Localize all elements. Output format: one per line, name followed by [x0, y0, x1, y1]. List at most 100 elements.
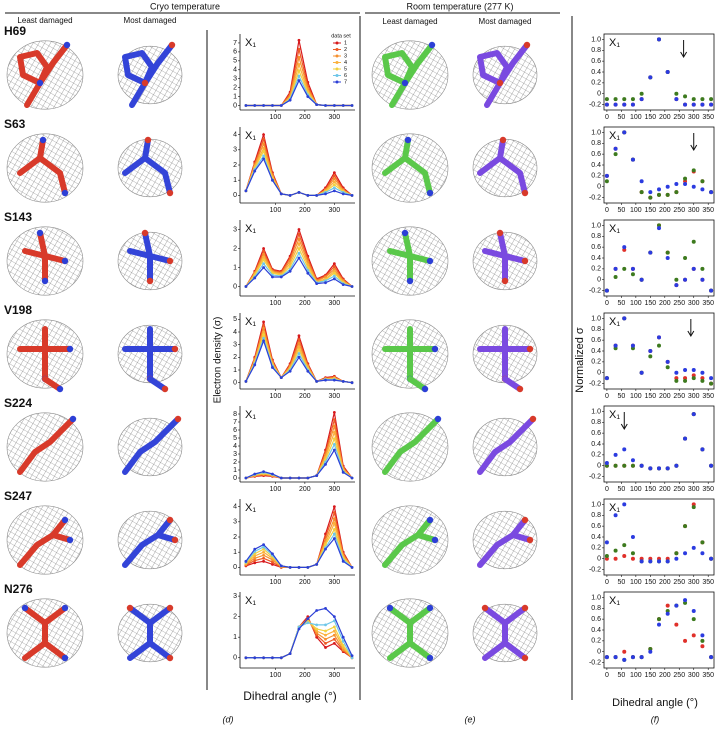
y-tick-label: 0 [233, 475, 237, 482]
x-tick-label: 300 [688, 579, 700, 586]
y-tick-label: 7 [233, 40, 237, 47]
y-tick-label: 0 [597, 370, 601, 377]
x-tick-label: 50 [617, 393, 625, 400]
atom [56, 385, 64, 393]
y-tick-label: 2 [233, 245, 237, 252]
data-point [244, 656, 248, 660]
x-tick-label: 350 [702, 672, 714, 679]
data-point [350, 104, 354, 107]
data-point [297, 74, 301, 78]
data-point [674, 551, 679, 556]
data-point [683, 436, 688, 441]
data-point [332, 180, 336, 184]
y-tick-label: -0.2 [589, 287, 601, 294]
x-tick-label: 300 [688, 486, 700, 493]
x-tick-label: 100 [270, 486, 282, 493]
atom [501, 277, 509, 285]
data-point [674, 91, 679, 96]
data-point [604, 102, 609, 107]
data-point [297, 345, 301, 349]
y-tick-label: 3 [233, 147, 237, 154]
data-point [700, 447, 705, 452]
data-point [665, 256, 670, 260]
atom [171, 345, 179, 353]
data-point [262, 656, 265, 660]
data-point [288, 476, 292, 480]
y-tick-label: 0.4 [591, 441, 601, 448]
atom [141, 79, 149, 87]
atom [166, 604, 174, 612]
data-point [332, 378, 336, 382]
y-tick-label: 0.4 [591, 348, 601, 355]
x-axis-title: Dihedral angle (°) [243, 689, 337, 703]
data-point [350, 654, 354, 658]
data-point [604, 376, 609, 381]
data-point [332, 528, 336, 531]
data-point [262, 326, 265, 330]
data-point [683, 277, 688, 282]
data-point [315, 282, 319, 286]
chart-label: X₁ [245, 502, 256, 514]
data-point [332, 265, 336, 268]
x-tick-label: 200 [659, 486, 671, 493]
y-tick-label: 1.0 [591, 222, 601, 229]
data-point [350, 285, 354, 288]
data-point [657, 622, 661, 627]
data-point [613, 343, 618, 348]
data-point [691, 545, 696, 550]
y-tick-label: 1.0 [591, 501, 601, 508]
data-point [297, 251, 301, 255]
data-point [315, 194, 319, 197]
atom [166, 516, 174, 524]
y-tick-label: 3 [233, 342, 237, 349]
data-point [332, 186, 336, 190]
data-point [332, 511, 336, 515]
x-tick-label: 200 [299, 486, 311, 493]
data-point [657, 192, 661, 197]
atom [426, 257, 434, 265]
y-tick-label: 5 [233, 435, 237, 442]
cryo-header: Cryo temperature [150, 1, 220, 11]
y-tick-label: 0.4 [591, 255, 601, 262]
data-point [648, 250, 653, 255]
data-point [297, 237, 301, 241]
x-tick-label: 150 [644, 672, 656, 679]
x-tick-label: 250 [673, 114, 685, 121]
data-point [700, 102, 705, 107]
data-point [700, 540, 705, 545]
data-point [324, 281, 327, 285]
y-tick-label: 3 [233, 226, 237, 233]
stick-bond [122, 155, 173, 196]
data-point [622, 543, 627, 548]
data-point [700, 633, 705, 638]
data-point [332, 537, 336, 540]
legend-marker [335, 80, 339, 84]
y-tick-label: 1 [233, 634, 237, 641]
data-point [622, 649, 627, 654]
y-tick-label: 0 [233, 655, 237, 662]
chart-label: X₁ [245, 595, 256, 607]
y-tick-label: -0.2 [589, 380, 601, 387]
atom [41, 277, 49, 285]
y-tick-label: 0.2 [591, 80, 601, 87]
data-point [332, 517, 336, 521]
y-tick-label: 0.8 [591, 512, 601, 519]
chart-label: X₁ [245, 37, 256, 49]
data-point [700, 378, 705, 383]
data-point [306, 617, 310, 621]
atom [61, 516, 69, 524]
data-point [324, 641, 327, 645]
data-point [262, 255, 265, 259]
data-point [604, 97, 609, 102]
data-point [709, 288, 714, 293]
data-point [604, 554, 609, 558]
data-point [315, 474, 319, 477]
x-tick-label: 100 [630, 114, 642, 121]
x-tick-label: 100 [630, 300, 642, 307]
data-point [279, 104, 283, 107]
x-tick-label: 300 [688, 114, 700, 121]
data-point [341, 192, 345, 196]
x-tick-label: 250 [673, 486, 685, 493]
x-tick-label: 0 [605, 393, 609, 400]
